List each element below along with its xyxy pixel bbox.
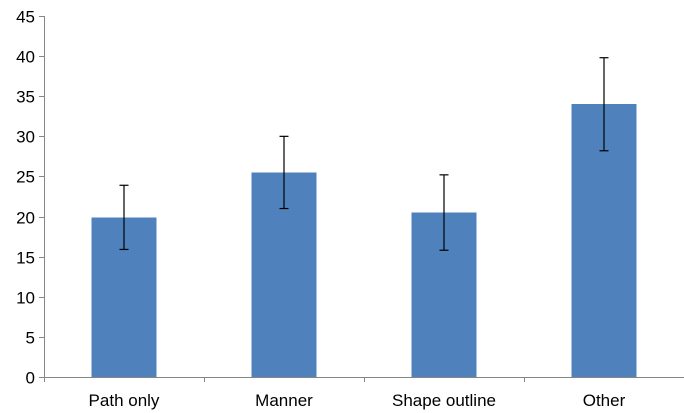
y-tick-label: 30 — [16, 128, 35, 147]
x-tick-label: Shape outline — [392, 391, 496, 410]
y-tick-label: 20 — [16, 209, 35, 228]
y-tick-label: 10 — [16, 289, 35, 308]
y-tick-label: 15 — [16, 249, 35, 268]
x-tick-label: Other — [583, 391, 626, 410]
y-tick-label: 0 — [26, 369, 35, 388]
y-tick-label: 5 — [26, 329, 35, 348]
y-tick-label: 40 — [16, 48, 35, 67]
axes-layer — [39, 16, 684, 382]
error-bars-layer — [119, 57, 609, 251]
x-tick-label: Path only — [89, 391, 160, 410]
x-tick-label: Manner — [255, 391, 313, 410]
labels-layer: 0 5 10 15 20 25 30 35 40 45 Path only Manner Shape o… — [16, 8, 626, 411]
y-tick-label: 45 — [16, 8, 35, 27]
bars-layer — [91, 104, 637, 378]
y-tick-label: 25 — [16, 168, 35, 187]
y-tick-label: 35 — [16, 88, 35, 107]
